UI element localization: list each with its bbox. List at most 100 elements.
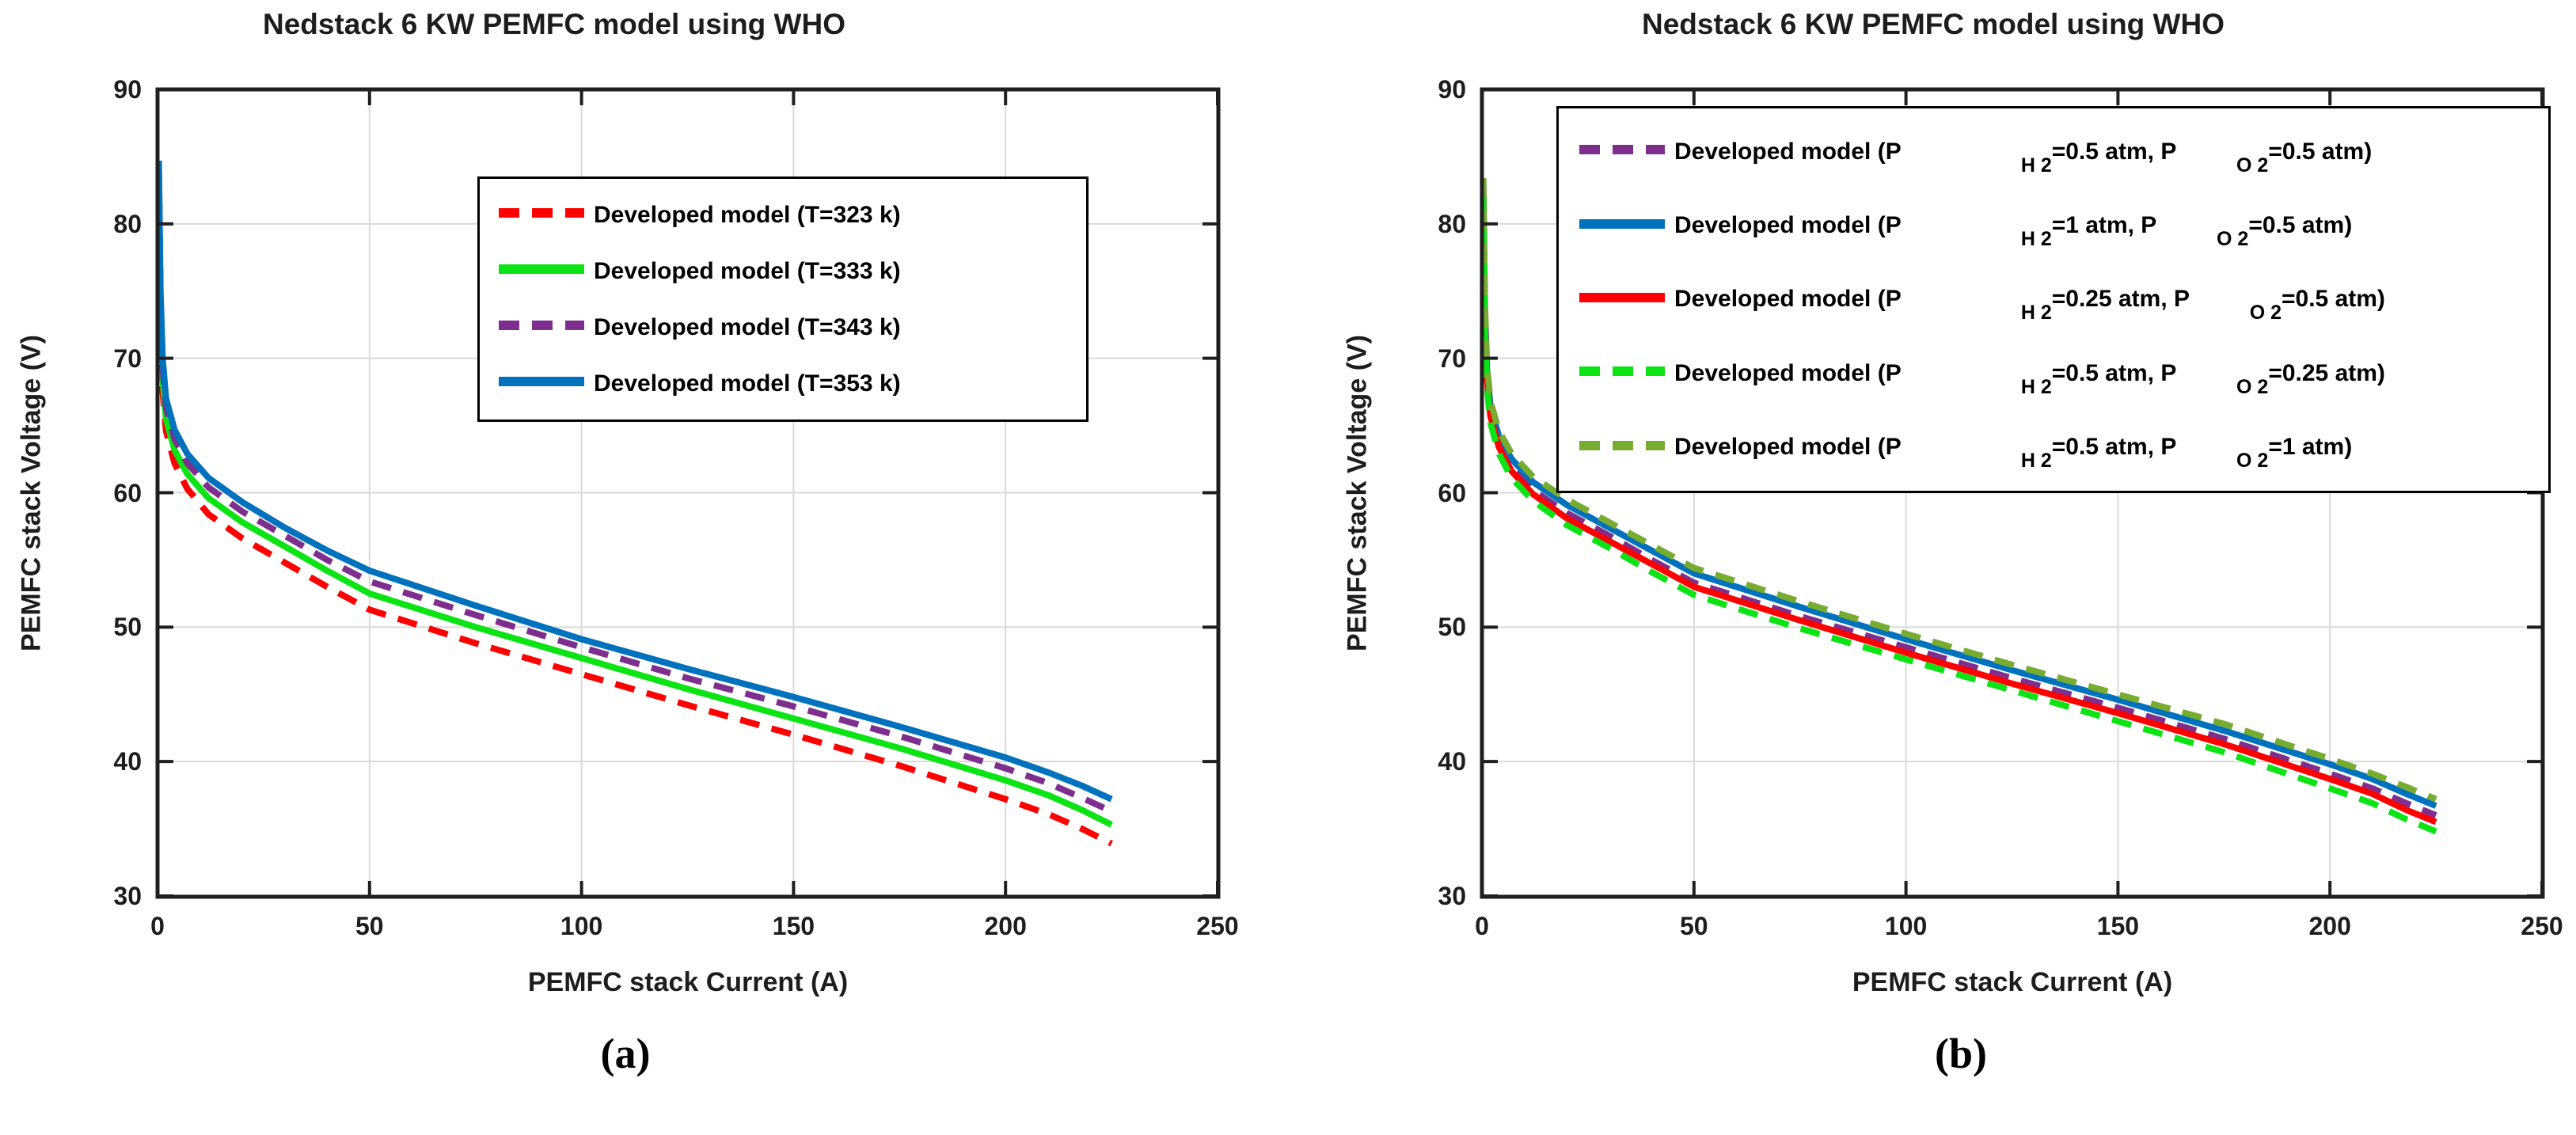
x-tick-label: 250 [2521, 912, 2563, 940]
y-tick-label: 50 [113, 613, 142, 642]
legend-text: Developed model (P [1674, 286, 1902, 313]
chart-title: Nedstack 6 KW PEMFC model using WHO [263, 8, 845, 40]
legend-item-label: Developed model (P H 2=0.5 atm, P O 2=1 at… [1674, 434, 2352, 472]
panel-a: Nedstack 6 KW PEMFC model using WHO PEMF… [17, 8, 1239, 1077]
legend-swatch [1578, 144, 1666, 159]
legend-item: Developed model (P H 2=1 atm, P O 2=0.5 at… [1578, 212, 2548, 250]
plot-area [1480, 87, 2545, 899]
x-tick-label: 0 [1475, 912, 1489, 940]
legend-text: Developed model (T=343 k) [594, 313, 901, 340]
y-tick-label: 30 [113, 882, 142, 910]
legend-swatch-line [499, 377, 584, 386]
legend-subscript: H 2 [2020, 375, 2052, 398]
x-tick-label: 250 [1196, 912, 1239, 940]
legend-subscript: O 2 [2217, 228, 2249, 251]
x-tick-label: 100 [560, 912, 603, 940]
x-tick-label: 150 [2096, 912, 2140, 940]
legend-swatch-line [1579, 145, 1665, 155]
legend-text: Developed model (P [1674, 434, 1902, 461]
legend-subscript: O 2 [2236, 154, 2269, 177]
y-tick-label: 50 [1438, 613, 1466, 642]
y-tick-label: 60 [113, 478, 142, 507]
legend-swatch [1578, 292, 1666, 307]
legend-text: =0.5 atm, P [2051, 434, 2177, 461]
legend-text: =0.5 atm) [2248, 212, 2353, 239]
legend-subscript: H 2 [2020, 154, 2052, 177]
legend-item: Developed model (T=333 k) [497, 258, 1086, 285]
legend-swatch [1578, 366, 1666, 381]
legend-subscript: H 2 [2020, 228, 2052, 251]
legend-subscript: O 2 [2236, 450, 2269, 473]
y-tick-label: 90 [113, 75, 142, 104]
legend-text: =1 atm, P [2051, 212, 2157, 239]
legend: Developed model (PH 2=0.5 atm, PO 2=0.5 … [1556, 106, 2551, 493]
legend-swatch [497, 264, 586, 279]
legend-text: Developed model (P [1674, 359, 1902, 386]
series-line-4 [1480, 178, 2437, 803]
legend-text: =0.5 atm) [2282, 286, 2385, 313]
x-tick-label: 100 [1884, 912, 1928, 940]
y-tick-label: 80 [113, 209, 142, 238]
series-line-1 [155, 180, 1113, 828]
legend-swatch-line [1579, 366, 1665, 377]
panel-b: Nedstack 6 KW PEMFC model using WHO PEMF… [1288, 0, 2576, 1135]
series-line-2 [1480, 190, 2437, 826]
x-tick-label: 50 [1680, 912, 1708, 940]
y-tick-label: 40 [1438, 747, 1466, 776]
legend-item: Developed model (P H 2=0.5 atm, P O 2=0.25… [1578, 359, 2548, 398]
legend-text: Developed model (P [1674, 212, 1902, 239]
legend-item: Developed model (P H 2=0.25 atm, P O 2=0.5… [1578, 286, 2548, 324]
x-tick-label: 0 [150, 912, 165, 940]
legend-item-label: Developed model (P H 2=0.5 atm, P O 2=0.5 … [1674, 138, 2373, 177]
legend-item: Developed model (T=353 k) [497, 370, 1086, 397]
x-axis-label: PEMFC stack Current (A) [527, 967, 849, 997]
legend-text: =0.25 atm, P [2051, 286, 2190, 313]
y-tick-label: 80 [1438, 209, 1466, 238]
legend-text: Developed model (T=333 k) [594, 257, 901, 284]
legend-subscript: H 2 [2020, 302, 2052, 325]
legend-text: Developed model (T=353 k) [594, 370, 901, 397]
legend-swatch-line [1579, 218, 1665, 229]
x-axis-label: PEMFC stack Current (A) [1852, 967, 2173, 997]
series-line-3 [1480, 195, 2437, 835]
legend-item: Developed model (P H 2=0.5 atm, P O 2=0.5 … [1578, 138, 2548, 177]
x-tick-label: 150 [772, 912, 815, 940]
legend-swatch [1578, 218, 1666, 233]
legend-subscript: O 2 [2236, 375, 2269, 398]
legend-subscript: H 2 [2020, 450, 2052, 473]
legend-text: =0.5 atm, P [2051, 359, 2177, 386]
panel-caption: (a) [600, 1030, 651, 1077]
y-tick-label: 90 [1438, 75, 1466, 104]
legend-swatch [1578, 440, 1666, 455]
legend-swatch-line [499, 264, 584, 274]
legend-text: Developed model (P [1674, 138, 1902, 165]
legend-text: =0.5 atm, P [2051, 138, 2177, 165]
series-line-0 [155, 192, 1113, 847]
y-tick-label: 30 [1438, 882, 1466, 910]
legend-item-label: Developed model (P H 2=1 atm, P O 2=0.5 at… [1674, 212, 2353, 250]
legend-subscript: O 2 [2249, 302, 2282, 325]
legend-item-label: Developed model (P H 2=0.5 atm, P O 2=0.25… [1674, 359, 2385, 398]
y-tick-label: 40 [113, 747, 142, 776]
y-tick-label: 60 [1438, 478, 1466, 507]
legend-item: Developed model (T=343 k) [497, 314, 1086, 341]
legend-text: =0.25 atm) [2268, 359, 2385, 386]
axes-box [1480, 87, 2545, 899]
legend: Developed model (T=323 k) Developed model… [477, 177, 1089, 422]
y-tick-label: 70 [113, 344, 142, 373]
legend-item-label: Developed model (T=343 k) [594, 314, 901, 341]
legend-swatch-line [1579, 440, 1665, 450]
y-tick-label: 70 [1438, 344, 1466, 373]
legend-text: =0.5 atm) [2268, 138, 2373, 165]
axes-box [155, 87, 1221, 899]
legend-item: Developed model (T=323 k) [497, 202, 1086, 229]
panel-caption: (b) [1935, 1030, 1987, 1077]
legend-text: Developed model (T=323 k) [594, 201, 901, 228]
legend-swatch-line [1579, 292, 1665, 302]
x-tick-label: 200 [984, 912, 1027, 940]
legend-item-label: Developed model (T=353 k) [594, 370, 901, 397]
legend-swatch [497, 207, 586, 222]
plot-area [155, 87, 1221, 899]
legend-item-label: Developed model (P H 2=0.25 atm, P O 2=0.5… [1674, 286, 2385, 324]
